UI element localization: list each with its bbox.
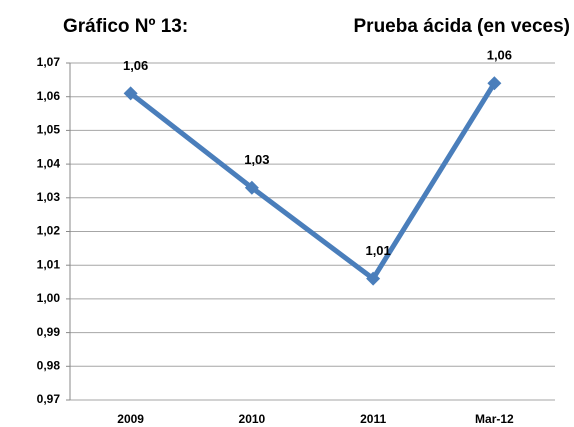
- data-label: 1,06: [123, 58, 148, 73]
- y-tick-label: 0,99: [37, 325, 61, 339]
- chart-title: Gráfico Nº 13:: [63, 16, 188, 37]
- y-tick-label: 1,02: [37, 224, 61, 238]
- marker: [366, 271, 381, 286]
- x-tick-label: 2011: [360, 412, 386, 426]
- x-tick-label: 2010: [239, 412, 266, 426]
- y-tick-label: 1,07: [37, 55, 61, 69]
- y-tick-label: 1,05: [37, 123, 61, 137]
- marker: [487, 76, 502, 91]
- y-tick-label: 1,03: [37, 190, 61, 204]
- y-tick-label: 1,01: [37, 257, 61, 271]
- x-tick-label: 2009: [117, 412, 144, 426]
- chart-subtitle: Prueba ácida (en veces): [354, 16, 571, 37]
- data-label: 1,01: [365, 243, 390, 258]
- marker: [244, 180, 259, 195]
- y-tick-label: 0,98: [37, 358, 61, 372]
- data-label: 1,03: [244, 152, 269, 167]
- marker: [123, 86, 138, 101]
- y-tick-label: 0,97: [37, 392, 61, 406]
- x-tick-label: Mar-12: [475, 412, 514, 426]
- y-tick-label: 1,00: [37, 291, 61, 305]
- y-tick-label: 1,06: [37, 89, 61, 103]
- y-tick-label: 1,04: [37, 156, 61, 170]
- line: [129, 81, 497, 282]
- data-label: 1,06: [487, 48, 512, 63]
